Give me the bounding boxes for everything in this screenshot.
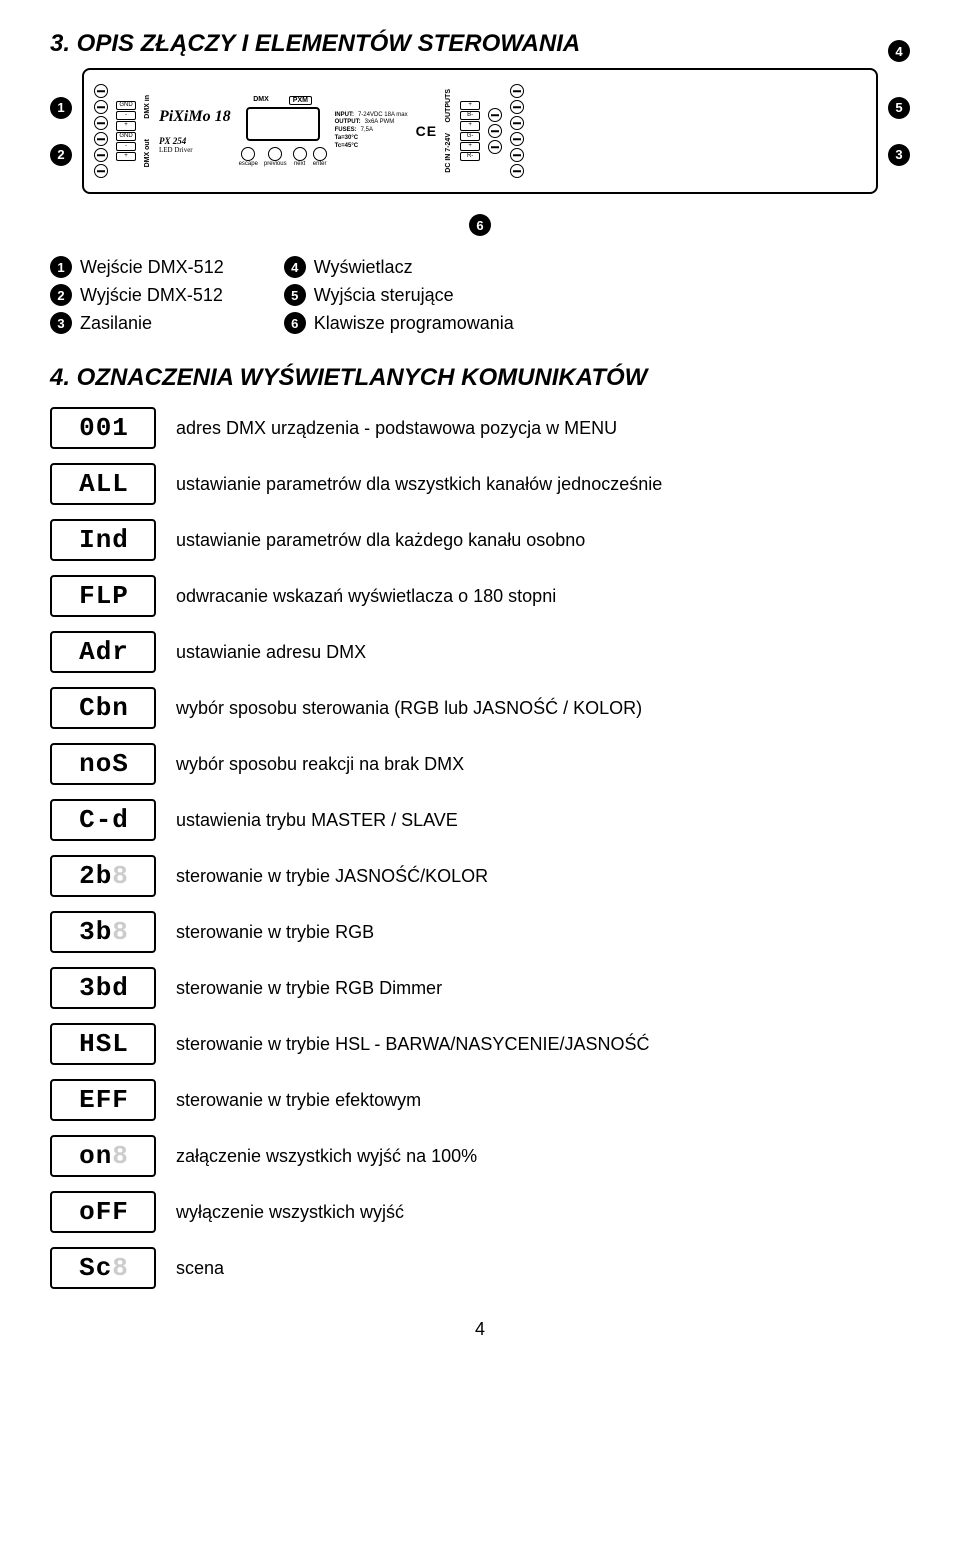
code-description: sterowanie w trybie HSL - BARWA/NASYCENI…	[176, 1034, 649, 1055]
seg-display: Ind	[50, 519, 156, 561]
dmx-out-label: DMX out	[144, 139, 151, 167]
seg-display: noS	[50, 743, 156, 785]
code-row: 3bd sterowanie w trybie RGB Dimmer	[50, 967, 910, 1009]
brand-block: PiXiMo 18 PX 254 LED Driver	[159, 108, 231, 154]
legend-item-2: 2Wyjście DMX-512	[50, 284, 224, 306]
seg-display: 2b8	[50, 855, 156, 897]
code-row: Cbn wybór sposobu sterowania (RGB lub JAS…	[50, 687, 910, 729]
right-screw-block-1	[488, 108, 502, 154]
code-row: oFF wyłączenie wszystkich wyjść	[50, 1191, 910, 1233]
code-description: odwracanie wskazań wyświetlacza o 180 st…	[176, 586, 556, 607]
seg-display: Cbn	[50, 687, 156, 729]
code-description: ustawienia trybu MASTER / SLAVE	[176, 810, 458, 831]
display-screen	[246, 107, 320, 141]
code-description: załączenie wszystkich wyjść na 100%	[176, 1146, 477, 1167]
section-3-title: 3. OPIS ZŁĄCZY I ELEMENTÓW STEROWANIA	[50, 30, 910, 58]
code-row: noS wybór sposobu reakcji na brak DMX	[50, 743, 910, 785]
code-row: FLP odwracanie wskazań wyświetlacza o 180…	[50, 575, 910, 617]
code-row: ALL ustawianie parametrów dla wszystkich …	[50, 463, 910, 505]
code-description: scena	[176, 1258, 224, 1279]
code-description: ustawianie adresu DMX	[176, 642, 366, 663]
marker-4-top: 4	[888, 40, 910, 62]
seg-display: FLP	[50, 575, 156, 617]
outputs-label: OUTPUTS	[445, 89, 452, 122]
marker-6: 6	[469, 214, 491, 236]
code-row: HSL sterowanie w trybie HSL - BARWA/NASYC…	[50, 1023, 910, 1065]
device-diagram: 1 2 GND - + GND - + DMX in DMX out	[50, 68, 910, 194]
escape-button[interactable]: escape	[239, 147, 258, 167]
seg-display: ALL	[50, 463, 156, 505]
marker-1: 1	[50, 97, 72, 119]
seg-display: EFF	[50, 1079, 156, 1121]
spec-block: INPUT:7-24VDC 18A max OUTPUT:3x6A PWM FU…	[335, 112, 408, 151]
seg-display: HSL	[50, 1023, 156, 1065]
code-list: 001 adres DMX urządzenia - podstawowa poz…	[50, 407, 910, 1289]
code-row: C-d ustawienia trybu MASTER / SLAVE	[50, 799, 910, 841]
code-row: on8 załączenie wszystkich wyjść na 100%	[50, 1135, 910, 1177]
seg-display: Sc8	[50, 1247, 156, 1289]
seg-display: 001	[50, 407, 156, 449]
code-row: 001 adres DMX urządzenia - podstawowa poz…	[50, 407, 910, 449]
legend-item-1: 1Wejście DMX-512	[50, 256, 224, 278]
code-description: adres DMX urządzenia - podstawowa pozycj…	[176, 418, 617, 439]
seg-display: 3b8	[50, 911, 156, 953]
enter-button[interactable]: enter	[313, 147, 327, 167]
code-description: ustawianie parametrów dla każdego kanału…	[176, 530, 585, 551]
marker-3: 3	[888, 144, 910, 166]
page-number: 4	[50, 1319, 910, 1340]
code-row: 2b8 sterowanie w trybie JASNOŚĆ/KOLOR	[50, 855, 910, 897]
seg-display: on8	[50, 1135, 156, 1177]
ce-mark: CE	[416, 123, 437, 139]
code-description: sterowanie w trybie efektowym	[176, 1090, 421, 1111]
seg-display: Adr	[50, 631, 156, 673]
code-description: wybór sposobu reakcji na brak DMX	[176, 754, 464, 775]
right-screw-block-2	[510, 84, 524, 178]
legend-item-3: 3Zasilanie	[50, 312, 224, 334]
code-row: EFF sterowanie w trybie efektowym	[50, 1079, 910, 1121]
previous-button[interactable]: previous	[264, 147, 287, 167]
code-row: 3b8 sterowanie w trybie RGB	[50, 911, 910, 953]
screen-block: DMX PXM escape previous next enter	[239, 96, 327, 167]
right-conn-labels: + B- + G- + R-	[460, 101, 480, 161]
seg-display: 3bd	[50, 967, 156, 1009]
marker-5: 5	[888, 97, 910, 119]
code-description: sterowanie w trybie RGB	[176, 922, 374, 943]
code-row: Adr ustawianie adresu DMX	[50, 631, 910, 673]
next-button[interactable]: next	[293, 147, 307, 167]
legend-item-6: 6Klawisze programowania	[284, 312, 514, 334]
marker-2: 2	[50, 144, 72, 166]
code-description: wyłączenie wszystkich wyjść	[176, 1202, 404, 1223]
legend-item-4: 4Wyświetlacz	[284, 256, 514, 278]
left-screw-block	[94, 84, 108, 178]
code-description: wybór sposobu sterowania (RGB lub JASNOŚ…	[176, 698, 642, 719]
code-description: sterowanie w trybie RGB Dimmer	[176, 978, 442, 999]
code-description: ustawianie parametrów dla wszystkich kan…	[176, 474, 662, 495]
section-4-title: 4. OZNACZENIA WYŚWIETLANYCH KOMUNIKATÓW	[50, 364, 910, 392]
seg-display: oFF	[50, 1191, 156, 1233]
left-conn-labels: GND - + GND - +	[116, 101, 136, 161]
code-row: Ind ustawianie parametrów dla każdego kan…	[50, 519, 910, 561]
legend: 1Wejście DMX-512 2Wyjście DMX-512 3Zasil…	[50, 256, 910, 334]
seg-display: C-d	[50, 799, 156, 841]
code-description: sterowanie w trybie JASNOŚĆ/KOLOR	[176, 866, 488, 887]
dc-in-label: DC IN 7-24V	[445, 133, 452, 173]
code-row: Sc8 scena	[50, 1247, 910, 1289]
legend-item-5: 5Wyjścia sterujące	[284, 284, 514, 306]
dmx-in-label: DMX in	[144, 95, 151, 119]
device-box: GND - + GND - + DMX in DMX out PiXiMo 18…	[82, 68, 878, 194]
